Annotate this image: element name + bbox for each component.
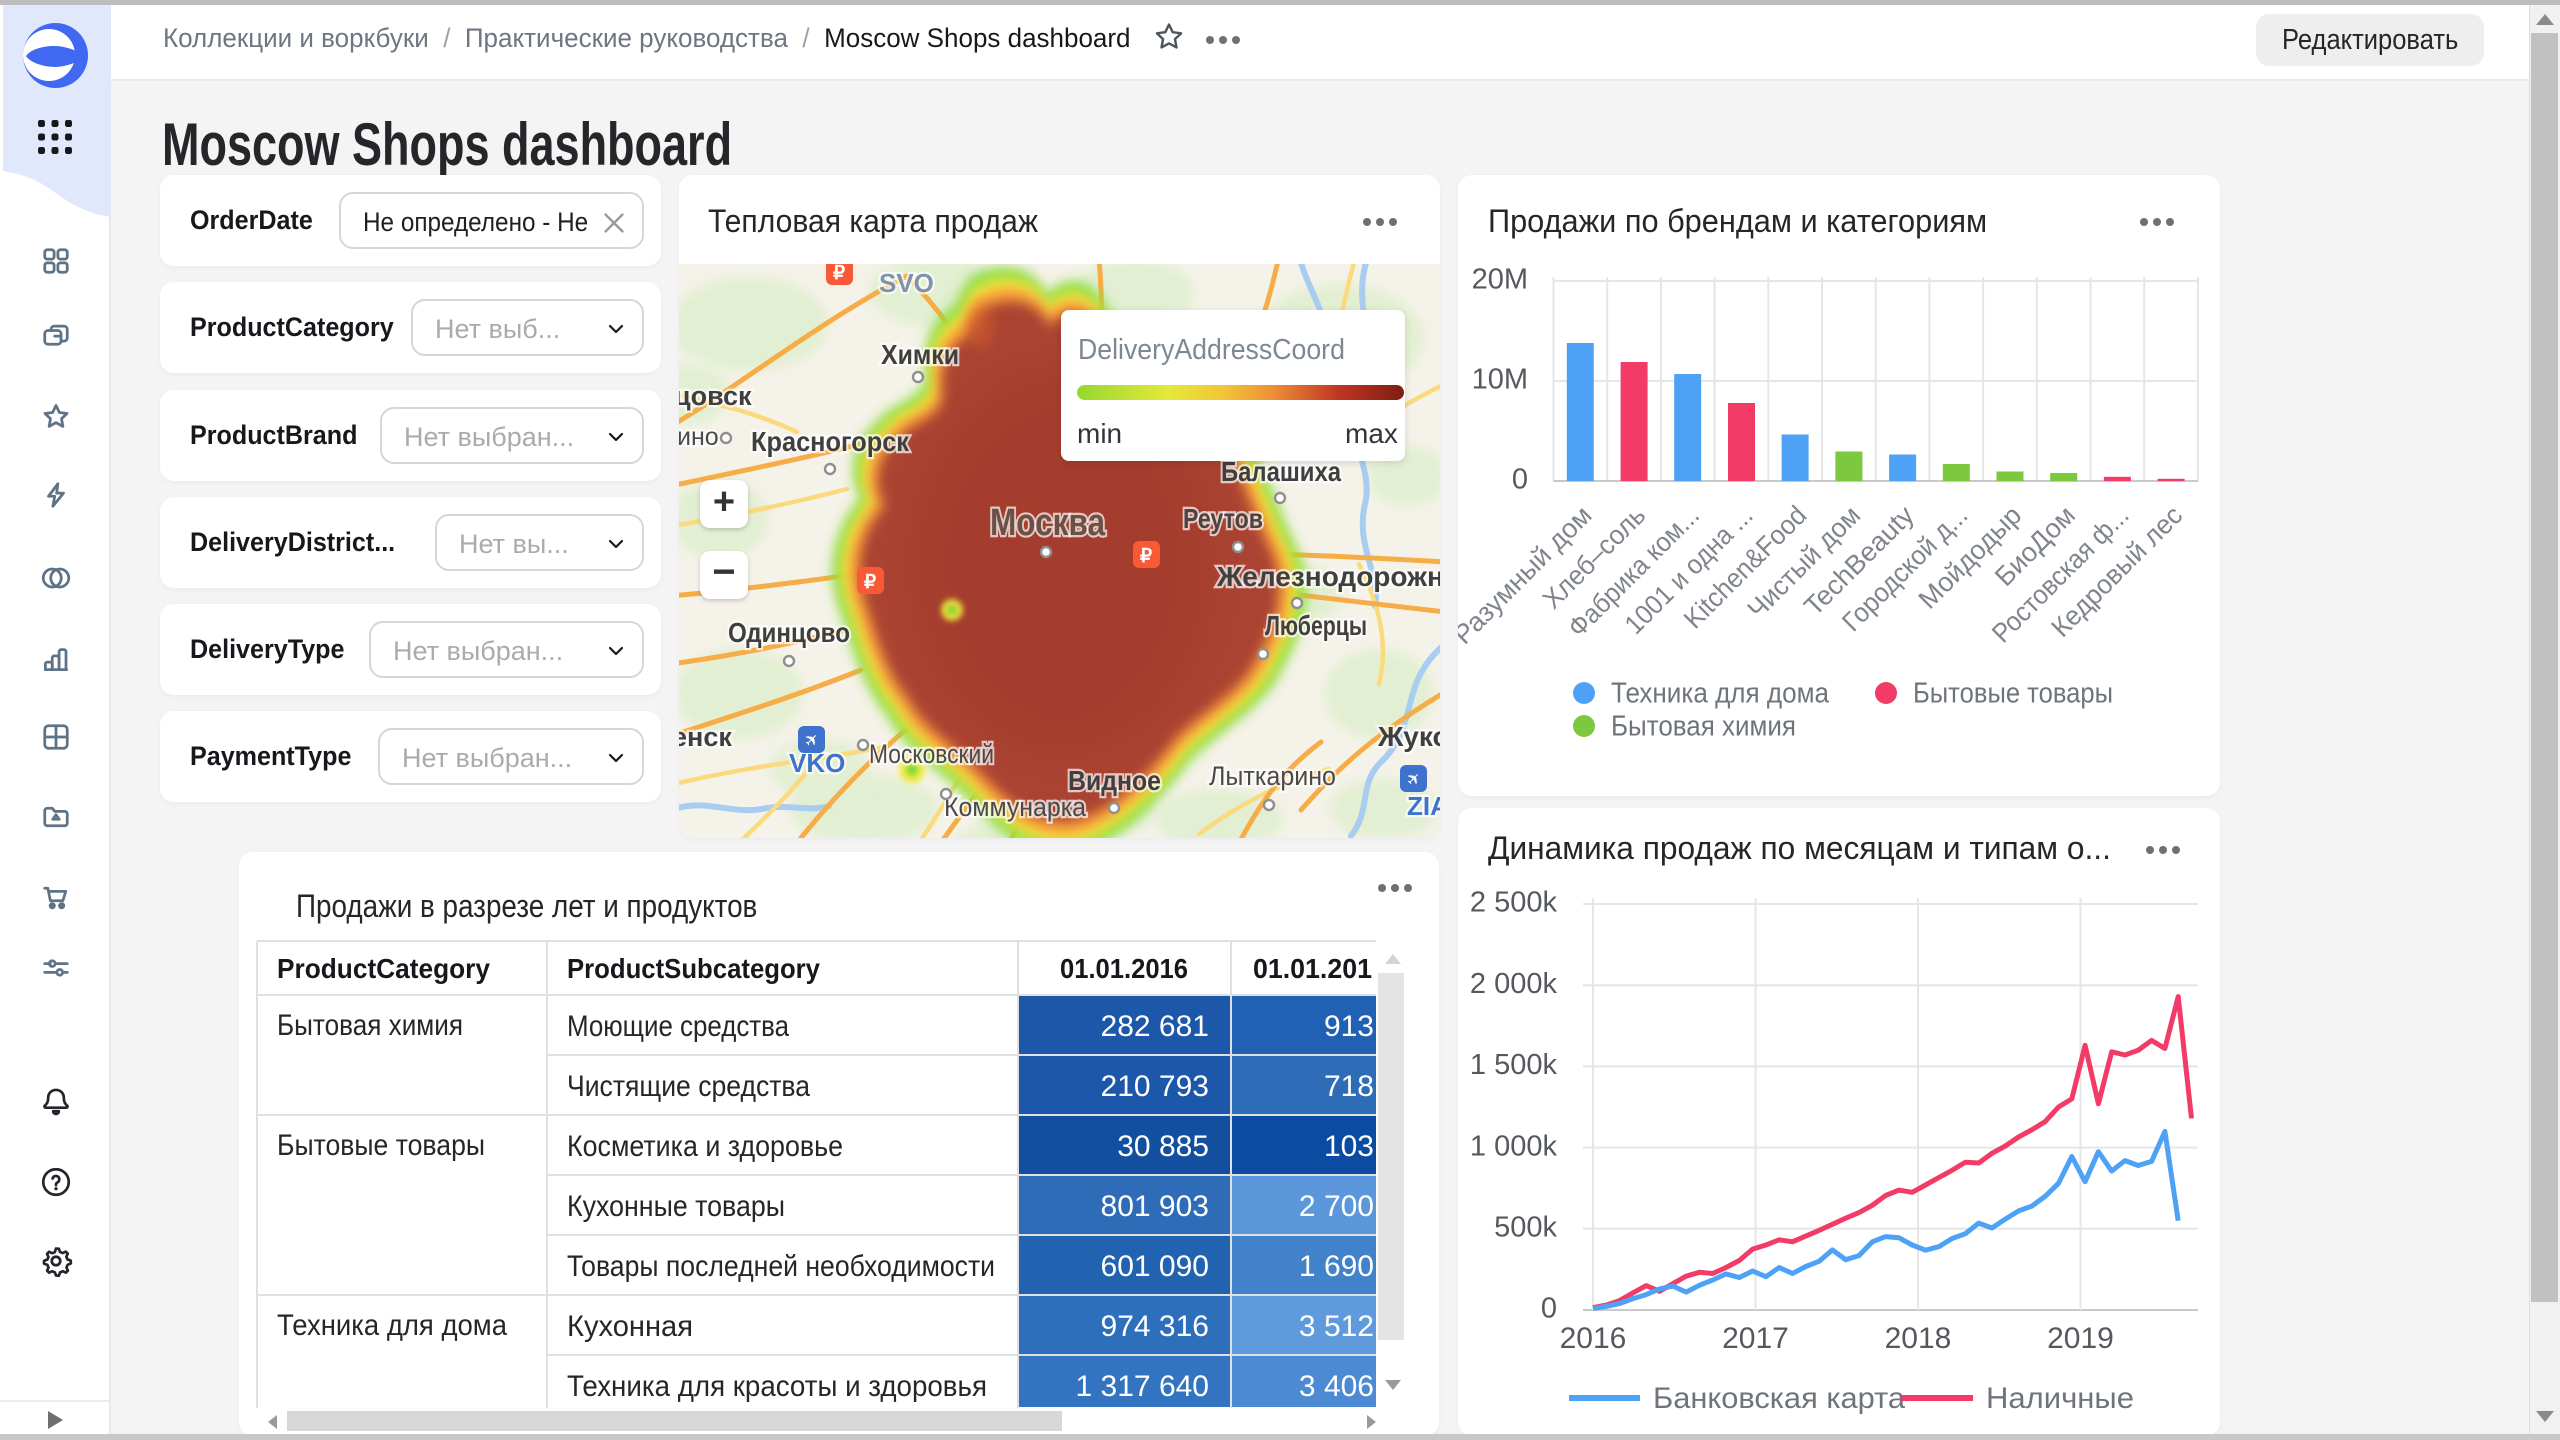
svg-text:₽: ₽	[864, 572, 876, 593]
svg-text:Бытовая химия: Бытовая химия	[1611, 711, 1796, 743]
svg-text:10M: 10M	[1472, 364, 1528, 396]
svg-text:енск: енск	[679, 722, 732, 752]
svg-text:0: 0	[1541, 1293, 1557, 1325]
svg-text:Видное: Видное	[1068, 765, 1161, 796]
svg-text:Железнодорожны: Железнодорожны	[1216, 561, 1440, 592]
svg-text:цовск: цовск	[679, 381, 752, 411]
svg-text:Товары последней необходимости: Товары последней необходимости	[567, 1250, 995, 1283]
svg-text:210 793: 210 793	[1101, 1070, 1209, 1103]
svg-text:Банковская карта: Банковская карта	[1653, 1382, 1905, 1415]
svg-text:2016: 2016	[1560, 1322, 1627, 1355]
svg-text:Бытовая химия: Бытовая химия	[277, 1009, 463, 1042]
svg-text:01.01.201: 01.01.201	[1253, 953, 1372, 984]
svg-text:Коммунарка: Коммунарка	[944, 792, 1087, 822]
svg-text:ZIA: ZIA	[1407, 791, 1440, 821]
svg-text:1 317 640: 1 317 640	[1076, 1370, 1209, 1403]
svg-text:Косметика и здоровье: Косметика и здоровье	[567, 1130, 843, 1163]
svg-text:Кухонные товары: Кухонные товары	[567, 1190, 785, 1223]
svg-text:Техника для красоты и здоровья: Техника для красоты и здоровья	[567, 1370, 987, 1403]
svg-text:ино: ино	[679, 423, 719, 451]
svg-text:ProductCategory: ProductCategory	[277, 953, 490, 984]
svg-text:601 090: 601 090	[1101, 1250, 1209, 1283]
svg-text:1 500k: 1 500k	[1470, 1049, 1558, 1081]
svg-text:Чистящие средства: Чистящие средства	[567, 1070, 810, 1103]
svg-text:Реутов: Реутов	[1183, 503, 1263, 534]
svg-text:500k: 500k	[1494, 1211, 1557, 1243]
svg-text:801 903: 801 903	[1101, 1190, 1209, 1223]
svg-text:Техника для дома: Техника для дома	[277, 1309, 507, 1342]
svg-text:2 500k: 2 500k	[1470, 887, 1558, 919]
svg-text:103: 103	[1324, 1130, 1374, 1163]
svg-text:Кухонная: Кухонная	[567, 1310, 693, 1343]
svg-text:SVO: SVO	[879, 268, 934, 298]
svg-text:3 512: 3 512	[1299, 1310, 1374, 1343]
svg-text:2 000k: 2 000k	[1470, 968, 1558, 1000]
svg-text:2 700: 2 700	[1299, 1190, 1374, 1223]
svg-text:3 406: 3 406	[1299, 1370, 1374, 1403]
svg-text:Техника для дома: Техника для дома	[1611, 678, 1830, 710]
svg-text:Бытовые товары: Бытовые товары	[277, 1129, 485, 1162]
svg-text:₽: ₽	[833, 264, 845, 284]
svg-text:2019: 2019	[2047, 1322, 2114, 1355]
svg-text:1 000k: 1 000k	[1470, 1130, 1558, 1162]
svg-text:Лыткарино: Лыткарино	[1209, 761, 1336, 791]
svg-text:Химки: Химки	[881, 339, 959, 370]
svg-text:01.01.2016: 01.01.2016	[1060, 953, 1188, 984]
svg-text:Люберцы: Люберцы	[1265, 610, 1367, 641]
svg-text:Жуковс: Жуковс	[1377, 721, 1440, 752]
svg-text:Моющие средства: Моющие средства	[567, 1010, 789, 1043]
svg-text:20M: 20M	[1472, 264, 1528, 296]
svg-text:Бытовые товары: Бытовые товары	[1913, 678, 2113, 710]
svg-text:974 316: 974 316	[1101, 1310, 1209, 1343]
svg-text:913: 913	[1324, 1010, 1374, 1043]
svg-text:2018: 2018	[1885, 1322, 1952, 1355]
svg-text:₽: ₽	[1140, 546, 1152, 567]
svg-text:282 681: 282 681	[1101, 1010, 1209, 1043]
svg-text:718: 718	[1324, 1070, 1374, 1103]
svg-text:2017: 2017	[1722, 1322, 1789, 1355]
svg-text:ProductSubcategory: ProductSubcategory	[567, 953, 820, 984]
svg-text:Москва: Москва	[990, 502, 1106, 544]
svg-text:1 690: 1 690	[1299, 1250, 1374, 1283]
svg-text:0: 0	[1512, 464, 1528, 496]
svg-text:Одинцово: Одинцово	[728, 617, 850, 648]
svg-text:30 885: 30 885	[1117, 1130, 1209, 1163]
svg-text:Наличные: Наличные	[1986, 1382, 2134, 1415]
svg-text:Московский: Московский	[869, 739, 994, 769]
svg-text:Красногорск: Красногорск	[751, 426, 910, 457]
